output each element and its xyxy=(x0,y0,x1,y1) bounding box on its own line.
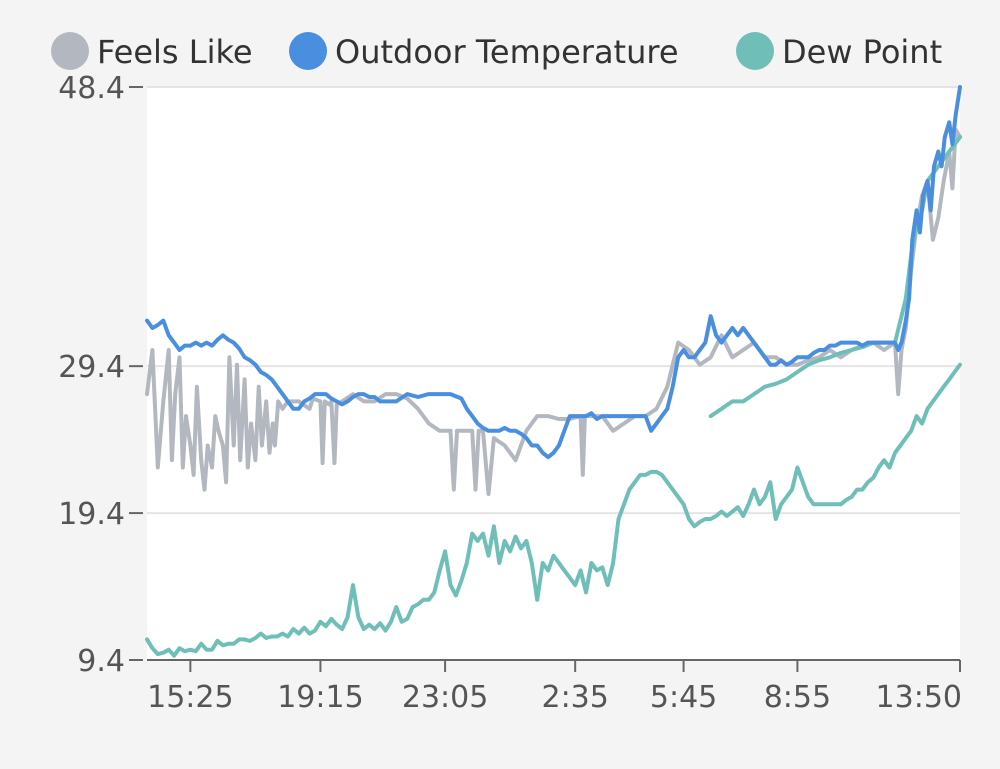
y-tick-label: 48.4 xyxy=(58,71,125,106)
x-tick-label: 5:45 xyxy=(650,680,717,715)
y-tick-label: 19.4 xyxy=(58,497,125,532)
legend-label[interactable]: Outdoor Temperature xyxy=(335,33,679,71)
series-line-feels-like xyxy=(145,127,962,496)
legend-marker-outdoor-temperature[interactable] xyxy=(289,32,327,70)
axes: 48.4 29.4 19.4 9.4 15:25 19:15 23:05 2:35 5:45 8:… xyxy=(58,71,962,715)
y-tick-label: 9.4 xyxy=(77,644,125,679)
legend-label[interactable]: Dew Point xyxy=(782,33,942,71)
x-tick-label: 8:55 xyxy=(764,680,831,715)
series-lines xyxy=(145,85,962,658)
y-tick-label: 29.4 xyxy=(58,350,125,385)
x-tick-label: 15:25 xyxy=(147,680,233,715)
legend-label[interactable]: Feels Like xyxy=(97,33,253,71)
x-tick-label: 23:05 xyxy=(402,680,488,715)
legend: Feels Like Outdoor Temperature Dew Point xyxy=(51,32,942,71)
x-tick-label: 2:35 xyxy=(541,680,608,715)
x-tick-label: 13:50 xyxy=(876,680,962,715)
legend-marker-feels-like[interactable] xyxy=(51,32,89,70)
series-line-outdoor-temperature xyxy=(145,85,962,460)
grid xyxy=(147,86,960,660)
plot-area xyxy=(147,87,960,660)
series-line-dew-point xyxy=(145,362,962,658)
legend-marker-dew-point[interactable] xyxy=(736,32,774,70)
x-tick-label: 19:15 xyxy=(277,680,363,715)
